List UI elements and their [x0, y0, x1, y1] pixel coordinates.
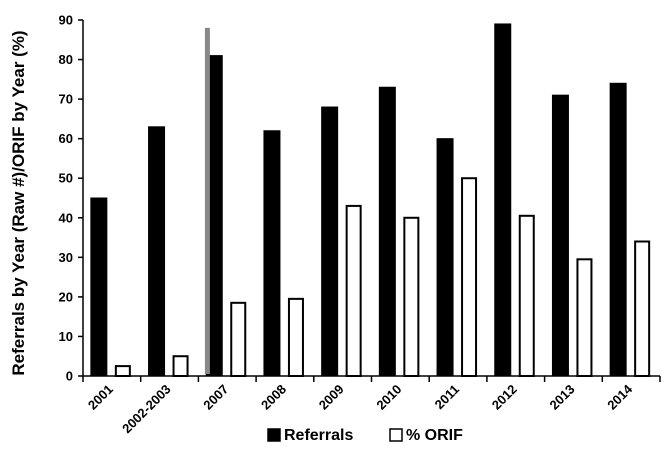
plot-area: 0 10 20 30 40 50 60 70 80 90 2001 2002-2003 2007 2008… — [59, 13, 661, 437]
legend-swatch — [389, 428, 403, 442]
y-tick-label: 40 — [59, 210, 73, 225]
bar-orif — [518, 214, 535, 377]
bar-referrals — [494, 23, 512, 377]
bar-orif — [345, 204, 362, 377]
x-tick-label: 2007 — [200, 382, 231, 413]
bar-referrals — [609, 82, 627, 377]
bar-referrals — [90, 197, 108, 377]
y-tick-label: 50 — [59, 171, 73, 186]
y-tick-label: 0 — [66, 369, 73, 384]
bar-referrals — [148, 126, 166, 377]
y-tick-label: 60 — [59, 131, 73, 146]
bar-referrals — [263, 130, 281, 377]
bar-orif — [461, 177, 478, 377]
x-tick-label: 2013 — [547, 382, 578, 413]
legend-label: Referrals — [284, 427, 353, 444]
x-tick-label: 2012 — [489, 382, 520, 413]
y-tick-label: 10 — [59, 329, 73, 344]
legend: Referrals % ORIF — [267, 427, 463, 444]
bar-referrals — [378, 86, 396, 377]
legend-label: % ORIF — [406, 427, 463, 444]
y-tick-label: 70 — [59, 92, 73, 107]
bar-referrals — [436, 138, 454, 377]
bar-orif — [172, 355, 189, 378]
bar-orif — [634, 240, 651, 377]
legend-swatch — [267, 428, 281, 442]
bar-orif — [576, 258, 593, 377]
bar-orif — [114, 365, 131, 378]
x-tick-label: 2010 — [373, 382, 404, 413]
x-tick-label: 2002-2003 — [119, 382, 174, 437]
bar-referrals — [321, 106, 339, 377]
x-tick-label: 2001 — [85, 382, 116, 413]
bar-orif — [287, 297, 304, 377]
x-tick-label: 2014 — [604, 381, 636, 413]
x-tick-label: 2011 — [432, 382, 463, 413]
x-tick-label: 2009 — [316, 382, 347, 413]
bar-orif — [403, 216, 420, 377]
y-tick-label: 90 — [59, 13, 73, 28]
x-tick-label: 2008 — [258, 382, 289, 413]
y-tick-label: 20 — [59, 289, 73, 304]
y-tick-label: 80 — [59, 52, 73, 67]
y-axis-title: Referrals by Year (Raw #)/ORIF by Year (… — [9, 30, 28, 375]
bar-referrals — [551, 94, 569, 377]
y-tick-label: 30 — [59, 250, 73, 265]
bar-orif — [230, 301, 247, 378]
